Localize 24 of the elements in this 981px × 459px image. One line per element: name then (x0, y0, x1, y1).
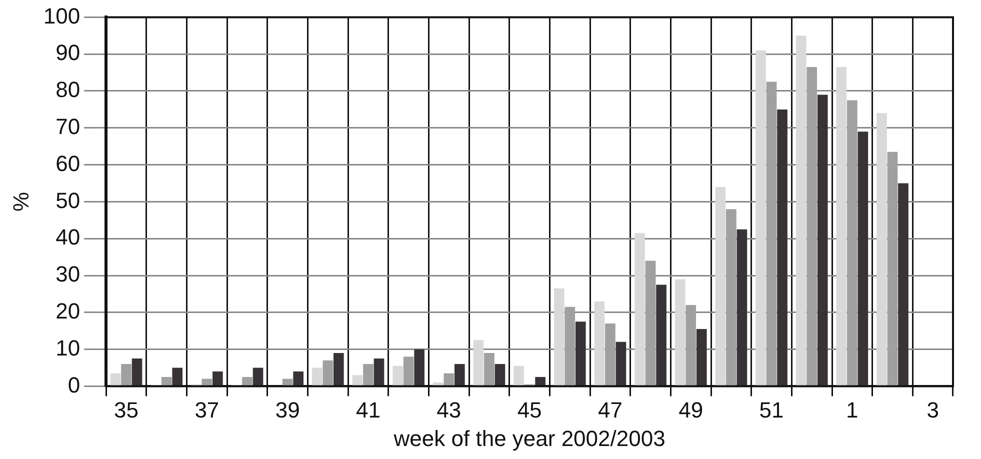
x-axis-title: week of the year 2002/2003 (392, 426, 666, 451)
x-tick-label: 45 (517, 397, 542, 422)
y-tick-label: 0 (68, 372, 80, 398)
y-tick-label: 10 (56, 335, 80, 360)
y-tick-label: 60 (56, 150, 80, 176)
x-tick-label: 43 (436, 397, 462, 422)
x-tick-label: 49 (678, 397, 704, 422)
x-tick-label: 35 (114, 397, 139, 422)
y-tick-label: 80 (56, 77, 80, 102)
y-tick-label: 40 (56, 224, 80, 250)
y-tick-label: 20 (56, 298, 80, 324)
y-tick-label: 50 (56, 188, 80, 213)
y-tick-label: 70 (56, 114, 80, 139)
x-tick-label: 51 (759, 397, 784, 422)
x-tick-label: 41 (356, 397, 380, 422)
x-tick-label: 37 (194, 397, 220, 422)
x-tick-label: 47 (598, 397, 622, 422)
y-tick-label: 100 (43, 3, 80, 28)
y-axis-title: % (8, 192, 34, 212)
x-tick-label: 3 (926, 397, 939, 422)
y-tick-label: 30 (56, 262, 80, 287)
y-tick-label: 90 (56, 40, 80, 66)
x-tick-label: 39 (275, 397, 300, 422)
x-tick-label: 1 (846, 397, 858, 422)
